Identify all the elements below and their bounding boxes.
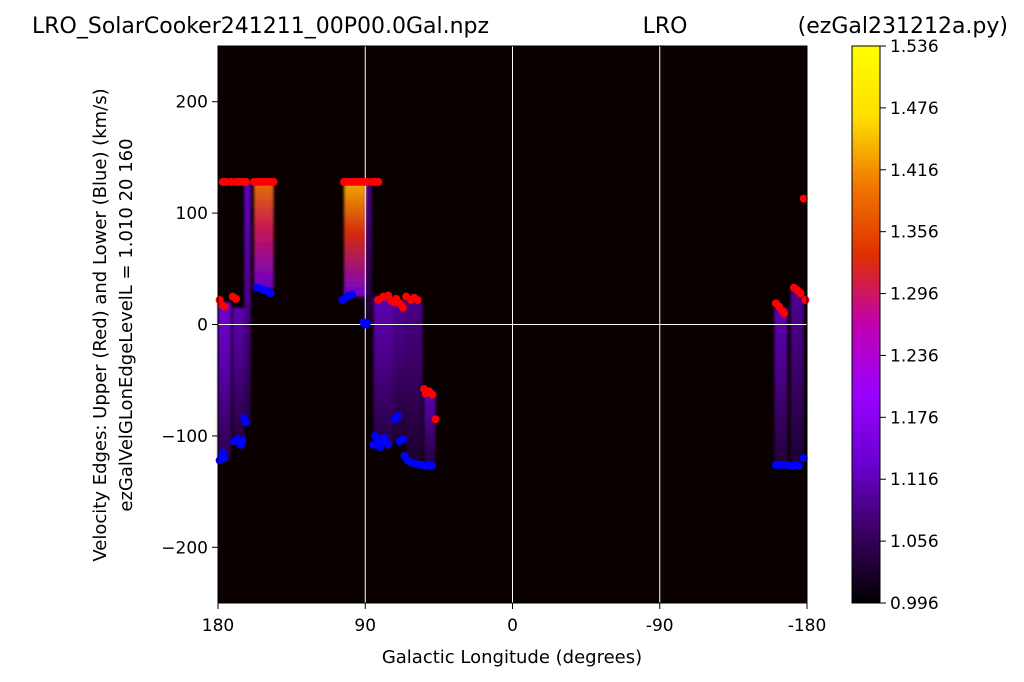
colorbar xyxy=(851,45,881,604)
lower-edge-point xyxy=(238,436,247,445)
heat-strip xyxy=(373,296,394,448)
heat-strip xyxy=(253,181,274,289)
colorbar-tick-label: 1.236 xyxy=(890,346,939,366)
colorbar-tick-label: 1.296 xyxy=(890,285,939,305)
lower-edge-point xyxy=(398,435,407,444)
lower-edge-point xyxy=(384,440,393,449)
heat-strip xyxy=(774,307,788,464)
x-axis-label: Galactic Longitude (degrees) xyxy=(382,647,642,668)
upper-edge-point xyxy=(413,295,422,304)
upper-edge-point xyxy=(374,177,383,186)
lower-edge-point xyxy=(380,434,389,443)
y-axis-label-line1: Velocity Edges: Upper (Red) and Lower (B… xyxy=(90,88,111,561)
x-axis: 180 90 0 -90 -180 xyxy=(202,603,827,636)
y-tick-label: 100 xyxy=(176,204,208,224)
colorbar-tick-label: 1.176 xyxy=(890,408,939,428)
upper-edge-point xyxy=(428,390,437,399)
y-tick-label: −200 xyxy=(161,538,208,558)
y-axis: 200 100 0 −100 −200 xyxy=(161,93,218,558)
heat-strip xyxy=(365,181,372,325)
heat-strip xyxy=(406,302,423,461)
upper-edge-point xyxy=(231,294,240,303)
y-tick-label: −100 xyxy=(161,427,208,447)
upper-edge-point xyxy=(796,289,805,298)
heat-strip xyxy=(244,181,251,425)
x-tick-label: -180 xyxy=(788,616,827,636)
y-tick-label: 0 xyxy=(197,316,208,336)
heatmap-layer xyxy=(218,181,804,464)
upper-edge-point xyxy=(780,309,789,318)
lower-edge-point xyxy=(220,454,229,463)
lower-edge-point xyxy=(428,461,437,470)
lower-edge-point xyxy=(348,290,357,299)
upper-edge-point xyxy=(431,415,440,424)
lower-edge-point xyxy=(266,289,275,298)
heat-strip xyxy=(218,302,232,459)
chart-title-center: LRO xyxy=(643,14,688,39)
upper-edge-point xyxy=(269,177,278,186)
x-tick-label: -90 xyxy=(646,616,674,636)
colorbar-tick-label: 1.536 xyxy=(890,37,939,57)
y-tick-label: 200 xyxy=(176,93,208,113)
chart-title-right: (ezGal231212a.py) xyxy=(798,14,1008,39)
colorbar-axis: 1.536 1.476 1.416 1.356 1.296 1.236 1.176 1.116… xyxy=(880,37,939,614)
lower-edge-point xyxy=(241,418,250,427)
heat-strip xyxy=(393,299,407,442)
heat-strip xyxy=(343,181,366,297)
upper-edge-point xyxy=(220,302,229,311)
upper-edge-point xyxy=(241,177,250,186)
colorbar-tick-label: 1.356 xyxy=(890,223,939,243)
upper-edge-point xyxy=(799,194,808,203)
lower-edge-point xyxy=(393,411,402,420)
lower-edge-point xyxy=(799,454,808,463)
heat-strip xyxy=(790,291,804,464)
lower-edge-point xyxy=(362,319,371,328)
y-axis-label-line2: ezGalVelGLonEdgeLevelL = 1.010 20 160 xyxy=(116,138,137,511)
heat-strip xyxy=(232,307,245,442)
heat-strip xyxy=(424,391,436,464)
colorbar-tick-label: 1.416 xyxy=(890,161,939,181)
colorbar-tick-label: 1.056 xyxy=(890,532,939,552)
x-tick-label: 0 xyxy=(507,616,518,636)
upper-edge-point xyxy=(398,303,407,312)
chart-title-left: LRO_SolarCooker241211_00P00.0Gal.npz xyxy=(32,14,489,39)
colorbar-tick-label: 1.476 xyxy=(890,99,939,119)
colorbar-tick-label: 0.996 xyxy=(890,594,939,614)
upper-edge-point xyxy=(801,295,810,304)
x-tick-label: 90 xyxy=(354,616,376,636)
colorbar-tick-label: 1.116 xyxy=(890,470,939,490)
lower-edge-point xyxy=(369,440,378,449)
x-tick-label: 180 xyxy=(202,616,234,636)
lower-edge-point xyxy=(794,461,803,470)
